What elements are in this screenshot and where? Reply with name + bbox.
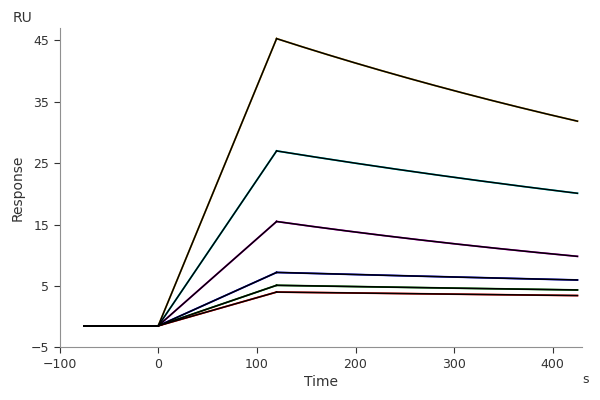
Text: s: s: [583, 373, 589, 386]
Text: RU: RU: [13, 11, 32, 25]
Y-axis label: Response: Response: [11, 154, 25, 221]
X-axis label: Time: Time: [304, 375, 338, 389]
